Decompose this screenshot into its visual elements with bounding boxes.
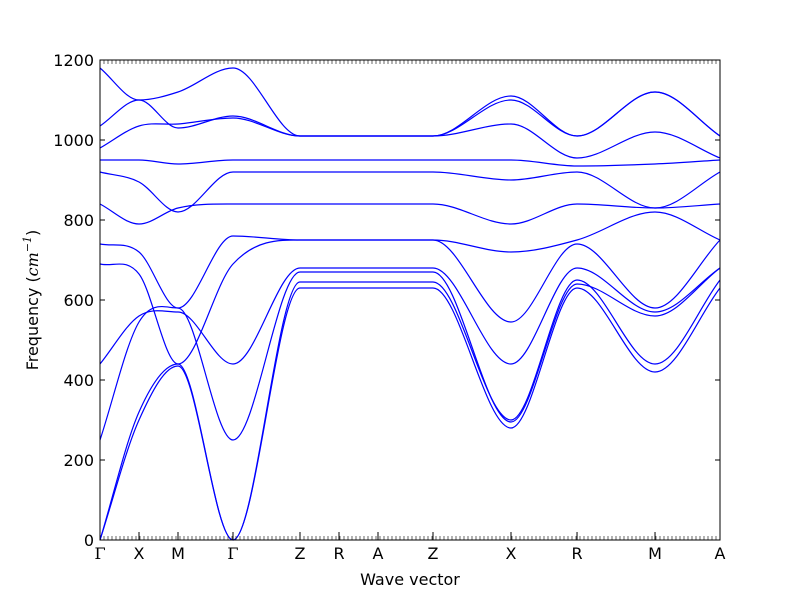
x-tick-label: R <box>571 544 582 563</box>
x-tick-label: A <box>715 544 726 563</box>
phonon-branch-12 <box>99 67 721 137</box>
y-tick-label: 1200 <box>53 51 94 70</box>
y-tick-layer: 0 200 400 600 800 1000 1200 <box>53 51 720 550</box>
x-tick-label: X <box>134 544 145 563</box>
plot-frame <box>99 59 721 541</box>
x-tick-label: R <box>333 544 344 563</box>
y-axis-title-unit: cm <box>23 252 42 276</box>
phonon-branch-7 <box>99 203 721 225</box>
series-layer <box>99 67 721 541</box>
phonon-branch-6 <box>99 211 721 309</box>
y-tick-label: 200 <box>63 451 94 470</box>
y-axis-title-exponent: −1 <box>21 236 34 252</box>
x-tick-label: Γ <box>94 544 105 563</box>
y-axis-title-prefix: Frequency ( <box>23 276 42 370</box>
phonon-branch-1 <box>99 287 721 541</box>
x-tick-label: X <box>506 544 517 563</box>
phonon-branch-8 <box>99 171 721 213</box>
y-tick-label: 1000 <box>53 131 94 150</box>
phonon-branch-9 <box>99 159 721 167</box>
x-tick-label: M <box>648 544 662 563</box>
y-axis-title-suffix: ) <box>23 230 42 236</box>
y-tick-label: 0 <box>84 531 94 550</box>
x-axis-title: Wave vector <box>360 570 460 589</box>
x-tick-label: M <box>171 544 185 563</box>
x-tick-label: Γ <box>227 544 238 563</box>
y-tick-label: 400 <box>63 371 94 390</box>
x-tick-label: A <box>373 544 384 563</box>
x-tick-label: Z <box>295 544 306 563</box>
y-axis-title: Frequency (cm−1) <box>21 230 42 371</box>
phonon-branch-4 <box>99 267 721 365</box>
x-tick-label: Z <box>428 544 439 563</box>
y-tick-label: 600 <box>63 291 94 310</box>
y-tick-label: 800 <box>63 211 94 230</box>
